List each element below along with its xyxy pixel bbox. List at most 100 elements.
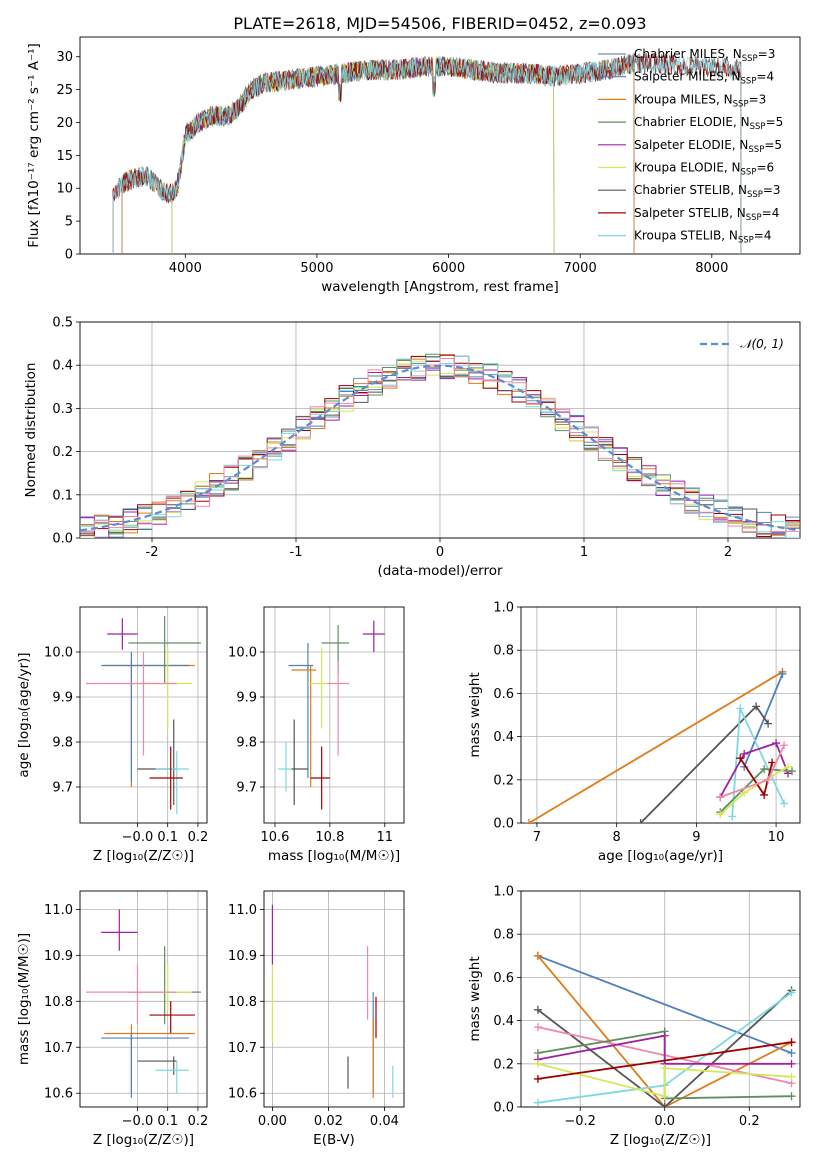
point-kroupa-miles (291, 665, 317, 787)
series-chabrier-stelib (636, 702, 773, 823)
series-line (537, 1062, 792, 1098)
y-axis-label: mass weight (467, 672, 483, 757)
x-tick-label: 1 (580, 545, 588, 560)
x-axis-label: mass [log₁₀(M/M☉)] (268, 848, 400, 864)
series-marker (787, 1038, 796, 1047)
spectrum-line-salpeter-elodie (171, 55, 555, 254)
point-salpeter-miles (288, 643, 314, 778)
spectrum-line-kroupa-elodie (171, 55, 555, 254)
legend-entry-kroupa-elodie: Kroupa ELODIE, NSSP=6 (634, 161, 774, 178)
y-tick-label: 0.4 (52, 359, 73, 374)
y-tick-label: 30 (56, 50, 73, 65)
point-chabrier-elodie (128, 616, 201, 684)
y-tick-label: 10.8 (228, 995, 257, 1010)
y-tick-label: 9.8 (236, 736, 257, 751)
x-tick-label: 0.00 (258, 1114, 287, 1129)
x-axis-label: age [log₁₀(age/yr)] (598, 848, 723, 864)
x-axis-label: Z [log₁₀(Z/Z☉)] (610, 1132, 711, 1148)
series-marker (636, 819, 645, 823)
spectrum-line-salpeter-miles (121, 54, 635, 254)
series-line (639, 704, 769, 823)
point-salpeter-miles (101, 652, 189, 783)
Z-age-plot-area (86, 616, 201, 814)
series-marker (736, 754, 745, 763)
series-line (528, 671, 783, 823)
legend-entry-kroupa-miles: Kroupa MILES, NSSP=3 (634, 92, 766, 109)
x-tick-label: 0.02 (314, 1114, 343, 1129)
x-axis-label: Z [log₁₀(Z/Z☉)] (93, 1132, 194, 1148)
spectrum-line-kroupa-stelib (112, 52, 742, 254)
y-axis-label: Flux [fλ10⁻¹⁷ erg cm⁻² s⁻¹ A⁻¹] (26, 43, 42, 248)
series-line (719, 741, 789, 798)
y-tick-label: 5 (65, 215, 73, 230)
series-line (719, 744, 785, 798)
y-axis-label: mass [log₁₀(M/M☉)] (16, 933, 32, 1065)
axes-frame (79, 606, 208, 824)
y-tick-label: 9.8 (52, 736, 73, 751)
y-tick-label: 11.0 (44, 903, 73, 918)
legend-entry-chabrier-elodie: Chabrier ELODIE, NSSP=5 (634, 115, 783, 132)
y-axis-label: Normed distribution (23, 363, 39, 498)
series-marker (764, 719, 773, 728)
y-tick-label: 0.5 (52, 316, 73, 331)
series-marker (736, 704, 745, 713)
x-axis-label: wavelength [Angstrom, rest frame] (321, 279, 559, 295)
x-tick-label: 7000 (564, 261, 597, 276)
spectrum-legend: Chabrier MILES, NSSP=3 Salpeter MILES, NS… (598, 47, 783, 246)
y-tick-label: 0.2 (52, 445, 73, 460)
series-marker (660, 1064, 669, 1073)
point-salpeter-elodie (107, 618, 138, 650)
axes-EBV-mass: 0.00 0.02 0.04 10.6 10.7 10.8 10.9 11.0 E(B-V) (228, 890, 405, 1148)
x-tick-label: 4000 (169, 261, 202, 276)
x-tick-label: −0.0 (122, 1114, 154, 1129)
y-tick-label: 10.9 (228, 949, 257, 964)
y-axis-label: age [log₁₀(age/yr)] (16, 652, 32, 777)
series-marker (787, 1072, 796, 1081)
EBV-mass-plot-area (271, 904, 394, 1098)
axes-weights-age: 7 8 9 10 0.0 0.2 0.4 0.6 0.8 1.0 age [log₁₀(age/yr… (467, 601, 801, 864)
series-kroupa-elodie (716, 762, 793, 819)
y-tick-label: 0.4 (493, 730, 514, 745)
x-tick-label: 0.1 (157, 830, 178, 845)
y-tick-label: 0 (65, 248, 73, 263)
point-chabrier-elodie (321, 625, 350, 675)
point-kroupa-miles (104, 1024, 195, 1094)
series-kroupa-stelib (728, 704, 789, 821)
series-marker (760, 790, 769, 799)
series-marker (780, 741, 789, 750)
axes-frame (263, 606, 405, 824)
y-tick-label: 25 (56, 83, 73, 98)
series-marker (728, 812, 737, 821)
axes-Z-mass: −0.0 0.1 0.2 10.6 10.7 10.8 10.9 11.0 Z [log₁₀(Z… (16, 890, 208, 1148)
y-tick-label: 0.1 (52, 488, 73, 503)
histogram-pink (80, 357, 800, 535)
y-tick-label: 10.7 (228, 1041, 257, 1056)
y-tick-label: 10.0 (228, 646, 257, 661)
point-pink (86, 964, 177, 1025)
series-marker (660, 1031, 669, 1040)
y-tick-label: 11.0 (228, 903, 257, 918)
series-marker (716, 810, 725, 819)
x-tick-label: 0.2 (188, 830, 209, 845)
series-pink (716, 741, 789, 802)
legend-entry-chabrier-stelib: Chabrier STELIB, NSSP=3 (634, 183, 781, 200)
x-tick-label: 5000 (300, 261, 333, 276)
point-pink (327, 661, 350, 756)
x-tick-label: 6000 (432, 261, 465, 276)
series-marker (524, 819, 533, 823)
series-kroupa-elodie (533, 1059, 796, 1101)
y-tick-label: 10.6 (44, 1087, 73, 1102)
point-kroupa-stelib (277, 742, 292, 792)
point-kroupa-stelib (155, 1061, 189, 1094)
axes-frame (520, 606, 801, 824)
series-marker (784, 762, 793, 771)
y-tick-label: 0.3 (52, 402, 73, 417)
series-marker (780, 799, 789, 808)
series-marker (533, 1059, 542, 1068)
axes-frame (79, 36, 801, 255)
x-tick-label: 7 (533, 830, 541, 845)
series-marker (740, 788, 749, 797)
y-tick-label: 10.0 (44, 646, 73, 661)
axes-frame (79, 890, 208, 1108)
